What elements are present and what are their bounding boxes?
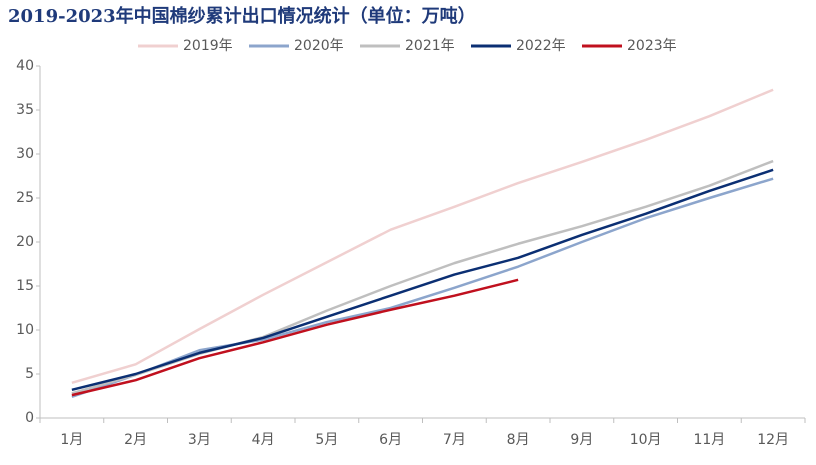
- chart-title: 2019-2023年中国棉纱累计出口情况统计（单位：万吨）: [8, 5, 476, 27]
- x-tick-label: 9月: [570, 432, 593, 448]
- legend-label: 2019年: [183, 38, 233, 54]
- y-tick-label: 25: [16, 190, 34, 206]
- x-tick-label: 7月: [443, 432, 466, 448]
- x-tick-label: 1月: [60, 432, 83, 448]
- y-tick-label: 20: [16, 234, 34, 250]
- y-tick-label: 15: [16, 278, 34, 294]
- y-tick-label: 10: [16, 322, 34, 338]
- y-tick-label: 35: [16, 102, 34, 118]
- y-tick-label: 0: [25, 410, 34, 426]
- legend-label: 2020年: [294, 38, 344, 54]
- series-line: [71, 88, 774, 385]
- x-tick-label: 8月: [507, 432, 530, 448]
- y-tick-label: 5: [25, 366, 34, 382]
- y-tick-label: 40: [16, 58, 34, 74]
- x-tick-label: 4月: [252, 432, 275, 448]
- x-tick-label: 5月: [315, 432, 338, 448]
- series-line: [71, 278, 519, 397]
- y-tick-label: 30: [16, 146, 34, 162]
- series-line: [71, 177, 774, 399]
- x-tick-label: 6月: [379, 432, 402, 448]
- x-tick-label: 3月: [188, 432, 211, 448]
- legend-label: 2022年: [516, 38, 566, 54]
- x-tick-label: 10月: [630, 432, 662, 448]
- x-tick-label: 11月: [693, 432, 725, 448]
- legend-label: 2021年: [405, 38, 455, 54]
- x-tick-label: 2月: [124, 432, 147, 448]
- series-line: [71, 168, 774, 392]
- x-tick-label: 12月: [757, 432, 789, 448]
- legend-label: 2023年: [627, 38, 677, 54]
